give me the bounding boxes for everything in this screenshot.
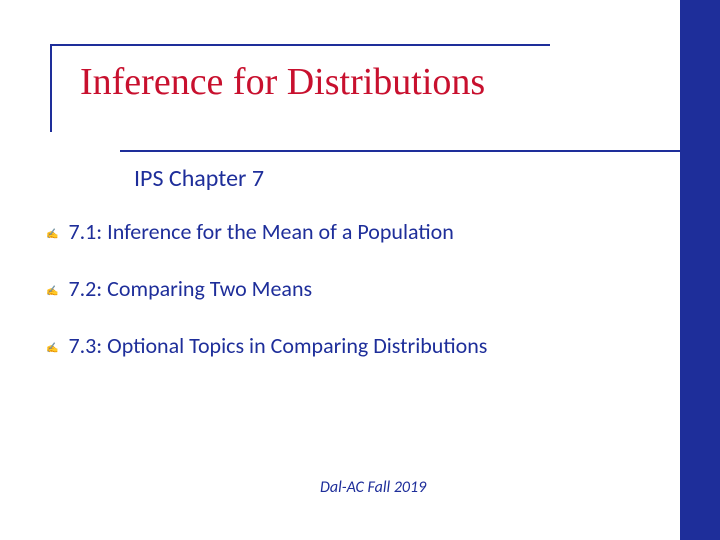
list-item-label: 7.3: Optional Topics in Comparing Distri… — [68, 332, 487, 359]
list-item-label: 7.2: Comparing Two Means — [68, 275, 312, 302]
list-item: ✍ 7.3: Optional Topics in Comparing Dist… — [46, 332, 487, 359]
subtitle-rule — [120, 150, 680, 152]
list-item: ✍ 7.1: Inference for the Mean of a Popul… — [46, 218, 487, 245]
list-item: ✍ 7.2: Comparing Two Means — [46, 275, 487, 302]
pen-icon: ✍ — [46, 227, 58, 240]
slide-title: Inference for Distributions — [80, 60, 550, 104]
right-accent-bar — [680, 0, 720, 540]
slide-subtitle: IPS Chapter 7 — [134, 164, 264, 193]
title-container: Inference for Distributions — [50, 44, 550, 132]
pen-icon: ✍ — [46, 341, 58, 354]
pen-icon: ✍ — [46, 284, 58, 297]
footer-text: Dal-AC Fall 2019 — [320, 478, 426, 497]
list-item-label: 7.1: Inference for the Mean of a Populat… — [68, 218, 453, 245]
topic-list: ✍ 7.1: Inference for the Mean of a Popul… — [46, 218, 487, 389]
